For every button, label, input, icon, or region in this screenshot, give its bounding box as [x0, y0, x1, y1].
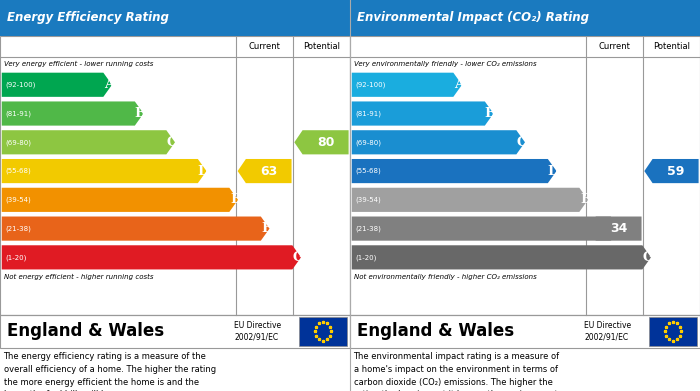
Text: (81-91): (81-91) [355, 110, 382, 117]
Polygon shape [351, 188, 588, 212]
Polygon shape [295, 130, 349, 154]
Bar [350, 315, 700, 348]
Polygon shape [351, 101, 493, 126]
Text: (92-100): (92-100) [355, 81, 386, 88]
Text: England & Wales: England & Wales [357, 322, 514, 341]
Text: (1-20): (1-20) [355, 254, 377, 261]
Polygon shape [1, 73, 112, 97]
Polygon shape [1, 159, 206, 183]
Text: (81-91): (81-91) [6, 110, 32, 117]
Text: (69-80): (69-80) [6, 139, 32, 145]
Polygon shape [351, 159, 556, 183]
Polygon shape [1, 217, 270, 241]
Text: The energy efficiency rating is a measure of the
overall efficiency of a home. T: The energy efficiency rating is a measur… [4, 352, 216, 391]
Bar [0, 315, 350, 348]
Text: (69-80): (69-80) [355, 139, 382, 145]
Text: G: G [293, 251, 304, 264]
Text: Current: Current [598, 42, 631, 51]
Polygon shape [644, 159, 699, 183]
Text: 34: 34 [610, 222, 627, 235]
Text: EU Directive
2002/91/EC: EU Directive 2002/91/EC [234, 321, 281, 342]
Text: EU Directive
2002/91/EC: EU Directive 2002/91/EC [584, 321, 631, 342]
Text: E: E [580, 193, 590, 206]
Text: G: G [643, 251, 654, 264]
Polygon shape [1, 130, 175, 154]
Text: Not environmentally friendly - higher CO₂ emissions: Not environmentally friendly - higher CO… [354, 274, 536, 280]
Text: A: A [104, 78, 114, 91]
Text: F: F [262, 222, 271, 235]
Text: D: D [197, 165, 209, 178]
Text: England & Wales: England & Wales [7, 322, 164, 341]
Text: (21-38): (21-38) [355, 225, 381, 232]
Text: D: D [547, 165, 559, 178]
Polygon shape [1, 101, 144, 126]
Polygon shape [351, 130, 525, 154]
Text: Very energy efficient - lower running costs: Very energy efficient - lower running co… [4, 61, 153, 66]
Text: C: C [517, 136, 527, 149]
Text: (55-68): (55-68) [355, 168, 381, 174]
Text: E: E [230, 193, 240, 206]
Text: Current: Current [248, 42, 281, 51]
Text: (21-38): (21-38) [6, 225, 31, 232]
Text: Very environmentally friendly - lower CO₂ emissions: Very environmentally friendly - lower CO… [354, 61, 536, 66]
Bar [350, 0, 700, 36]
Bar [650, 317, 696, 346]
Text: (39-54): (39-54) [6, 197, 31, 203]
Text: 80: 80 [317, 136, 335, 149]
Polygon shape [351, 245, 651, 269]
Text: (39-54): (39-54) [355, 197, 381, 203]
Bar [0, 36, 350, 315]
Text: Energy Efficiency Rating: Energy Efficiency Rating [7, 11, 169, 25]
Polygon shape [1, 188, 238, 212]
Text: A: A [454, 78, 464, 91]
Text: C: C [167, 136, 177, 149]
Text: Potential: Potential [303, 42, 340, 51]
Text: (92-100): (92-100) [6, 81, 36, 88]
Text: Potential: Potential [653, 42, 690, 51]
Bar [300, 317, 346, 346]
Text: B: B [485, 107, 496, 120]
Polygon shape [238, 159, 292, 183]
Text: 59: 59 [667, 165, 685, 178]
Polygon shape [351, 73, 462, 97]
Text: Environmental Impact (CO₂) Rating: Environmental Impact (CO₂) Rating [357, 11, 589, 25]
Polygon shape [351, 217, 620, 241]
Polygon shape [1, 245, 301, 269]
Text: 63: 63 [260, 165, 277, 178]
Text: B: B [135, 107, 146, 120]
Text: Not energy efficient - higher running costs: Not energy efficient - higher running co… [4, 274, 153, 280]
Text: F: F [612, 222, 621, 235]
Text: The environmental impact rating is a measure of
a home's impact on the environme: The environmental impact rating is a mea… [354, 352, 560, 391]
Bar [0, 0, 350, 36]
Text: (1-20): (1-20) [6, 254, 27, 261]
Text: (55-68): (55-68) [6, 168, 31, 174]
Polygon shape [587, 217, 641, 241]
Bar [350, 36, 700, 315]
